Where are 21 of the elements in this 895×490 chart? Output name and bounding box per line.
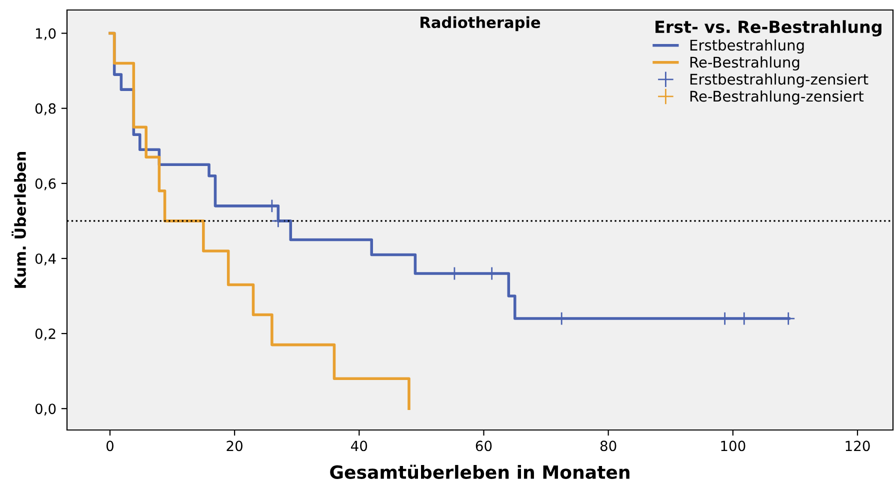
y-tick-label: 0,8 (35, 103, 56, 116)
x-tick-label: 20 (226, 440, 242, 452)
legend-label: Re-Bestrahlung (690, 56, 800, 71)
x-tick-label: 0 (106, 440, 114, 452)
y-axis-title: Kum. Überleben (12, 152, 26, 288)
x-tick-label: 120 (846, 440, 870, 452)
y-tick-label: 0,6 (35, 178, 56, 190)
x-tick-label: 40 (350, 440, 368, 452)
legend-label: Erstbestrahlung (690, 39, 804, 54)
legend-title: Erst- vs. Re-Bestrahlung (656, 20, 882, 36)
x-tick-label: 80 (600, 440, 616, 452)
y-tick-label: 0,4 (35, 253, 56, 266)
x-tick-label: 60 (476, 440, 492, 452)
legend-label: Re-Bestrahlung-zensiert (690, 90, 864, 105)
y-tick-label: 0,2 (35, 328, 56, 340)
legend-label: Erstbestrahlung-zensiert (690, 73, 868, 88)
y-tick-label: 0,0 (35, 404, 56, 416)
y-tick-label: 1,0 (36, 28, 56, 40)
chart-title: Radiotherapie (420, 16, 540, 32)
x-axis-title: Gesamtüberleben in Monaten (330, 464, 630, 479)
x-tick-label: 100 (721, 440, 746, 452)
